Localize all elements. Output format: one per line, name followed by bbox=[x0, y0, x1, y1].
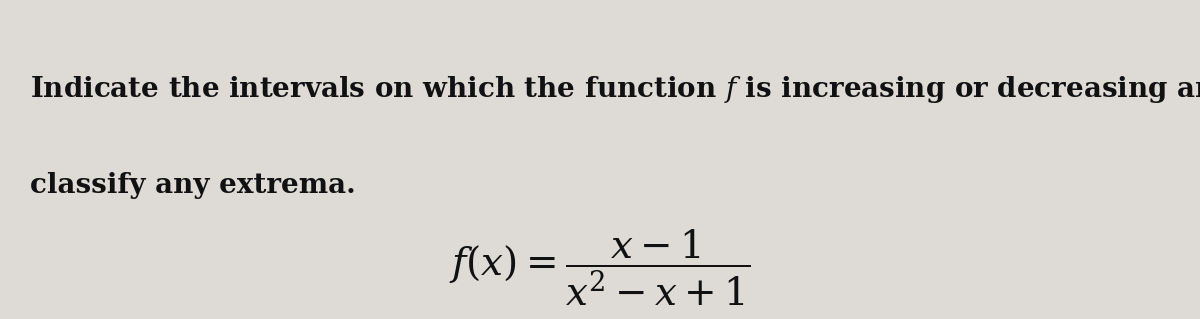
Text: Indicate the intervals on which the function $f$ is increasing or decreasing and: Indicate the intervals on which the func… bbox=[30, 74, 1200, 105]
Text: $f(x) = \dfrac{x-1}{x^2 - x + 1}$: $f(x) = \dfrac{x-1}{x^2 - x + 1}$ bbox=[449, 228, 751, 308]
Text: classify any extrema.: classify any extrema. bbox=[30, 172, 355, 198]
